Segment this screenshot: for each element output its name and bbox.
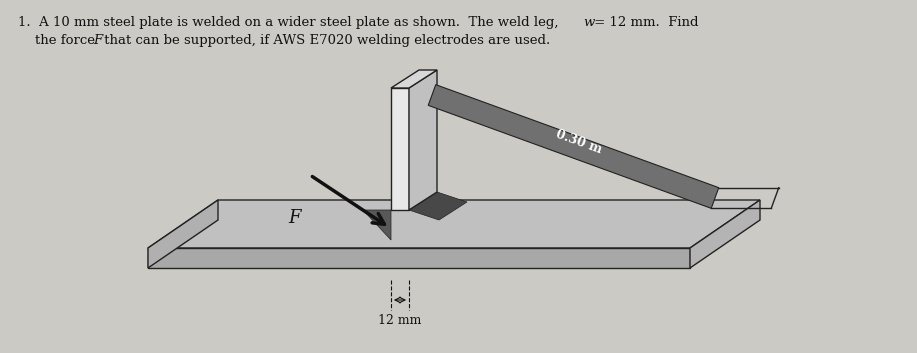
Polygon shape <box>391 70 437 88</box>
Text: F: F <box>288 209 301 227</box>
Polygon shape <box>148 200 218 268</box>
Text: the force: the force <box>35 34 99 47</box>
Polygon shape <box>428 85 719 208</box>
Polygon shape <box>391 88 409 210</box>
Text: = 12 mm.  Find: = 12 mm. Find <box>590 16 699 29</box>
Polygon shape <box>363 210 391 240</box>
Text: 1.  A 10 mm steel plate is welded on a wider steel plate as shown.  The weld leg: 1. A 10 mm steel plate is welded on a wi… <box>18 16 563 29</box>
Polygon shape <box>148 200 760 248</box>
Text: that can be supported, if AWS E7020 welding electrodes are used.: that can be supported, if AWS E7020 weld… <box>100 34 550 47</box>
Polygon shape <box>409 192 467 220</box>
Polygon shape <box>148 248 690 268</box>
Text: 12 mm: 12 mm <box>379 314 422 327</box>
Text: w: w <box>583 16 594 29</box>
Polygon shape <box>409 70 437 210</box>
Polygon shape <box>690 200 760 268</box>
Text: F: F <box>93 34 103 47</box>
Text: 0.30 m: 0.30 m <box>554 127 603 156</box>
